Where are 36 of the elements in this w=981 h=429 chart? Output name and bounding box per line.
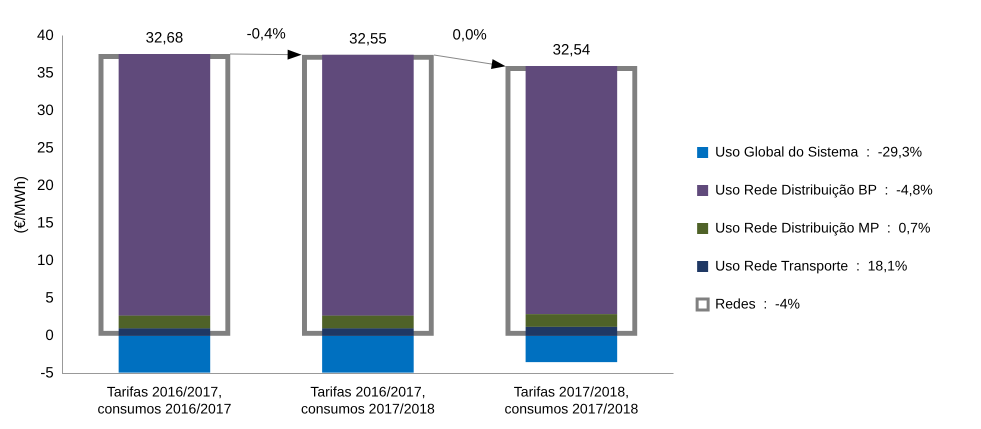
y-tick-label: 0	[45, 327, 54, 344]
bar	[322, 336, 414, 373]
annotation: 32,54	[552, 42, 590, 59]
annotation: 32,55	[349, 30, 387, 48]
bar	[526, 336, 618, 362]
y-tick-label: 40	[36, 27, 54, 44]
y-tick-label: 20	[36, 177, 54, 194]
legend-label: Uso Rede Distribuição MP : 0,7%	[715, 219, 930, 236]
legend-label: Redes : -4%	[715, 295, 800, 312]
x-tick-label: Tarifas 2016/2017, consumos 2016/2017	[97, 384, 232, 416]
bar	[322, 328, 414, 336]
y-tick-label: 15	[36, 214, 54, 232]
bar	[118, 328, 210, 336]
bar	[526, 326, 618, 336]
y-axis-title: (€/MWh)	[12, 176, 30, 234]
x-tick-label: Tarifas 2016/2017, consumos 2017/2018	[300, 384, 436, 416]
bar	[322, 316, 414, 328]
legend-label: Uso Global do Sistema : -29,3%	[715, 143, 922, 160]
legend-label: Uso Rede Transporte : 18,1%	[715, 257, 908, 274]
y-tick-label: 30	[36, 102, 54, 120]
legend-label: Uso Rede Distribuição BP : -4,8%	[715, 181, 933, 198]
y-tick-label: -5	[40, 364, 54, 382]
y-tick-label: 25	[36, 140, 54, 157]
bar	[118, 316, 210, 328]
bar	[322, 54, 414, 316]
bar	[118, 54, 210, 316]
bar	[526, 66, 618, 314]
y-tick-label: 5	[45, 290, 54, 307]
bar	[526, 314, 618, 327]
annotation: -0,4%	[246, 26, 286, 43]
y-tick-label: 35	[36, 64, 54, 82]
annotation: 0,0%	[452, 26, 487, 44]
annotation: 32,68	[146, 30, 184, 47]
y-tick-label: 10	[36, 252, 54, 270]
bar	[118, 336, 210, 373]
x-tick-label: Tarifas 2017/2018, consumos 2017/2018	[504, 384, 639, 416]
